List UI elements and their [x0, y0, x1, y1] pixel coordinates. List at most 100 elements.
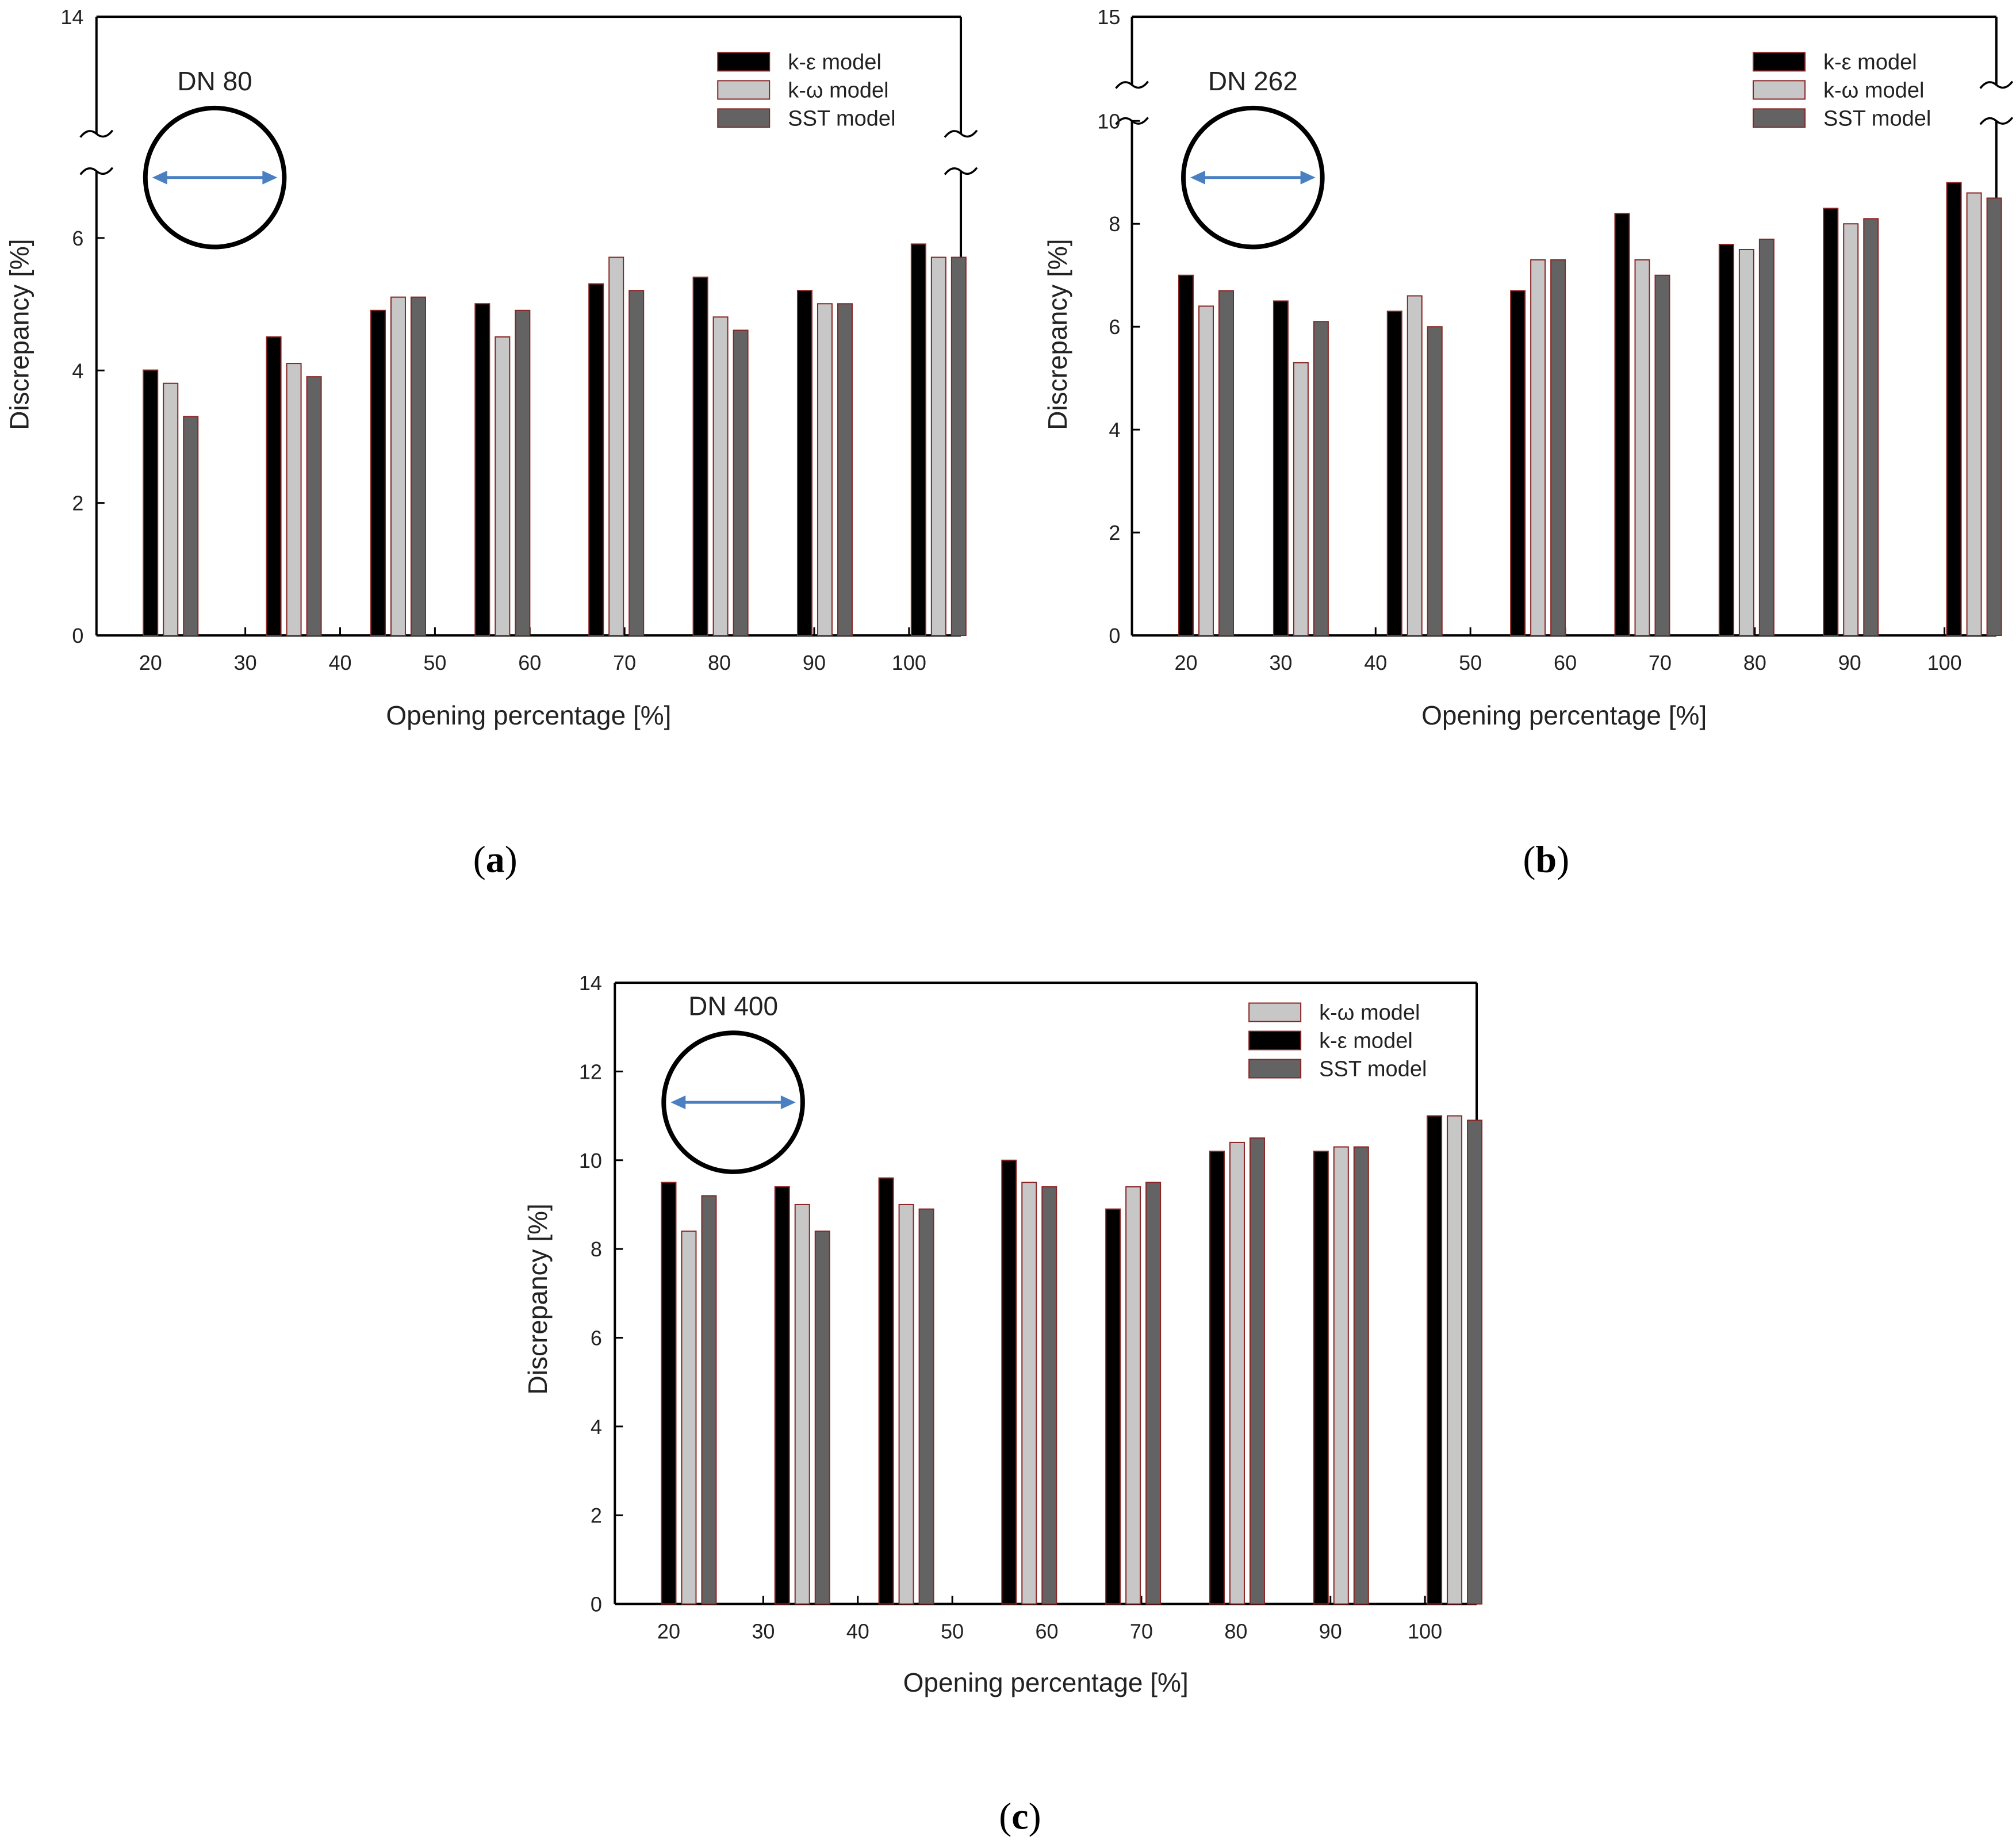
bar-sst-model: [628, 290, 645, 637]
bar-k-omega-model: [1634, 259, 1650, 637]
legend-swatch: [1753, 52, 1806, 72]
legend-label: k-ω model: [788, 78, 888, 102]
legend-swatch: [717, 80, 771, 100]
x-tick-label: 60: [1554, 651, 1577, 674]
y-tick-label: 0: [1109, 624, 1120, 647]
axis-break-mark: [1115, 80, 1149, 89]
y-axis-title: Discrepancy [%]: [523, 1203, 553, 1394]
legend-label: k-ε model: [788, 50, 881, 74]
bar-k-omega-model: [286, 363, 302, 637]
y-tick-label: 4: [591, 1415, 602, 1439]
legend-label: SST model: [1823, 106, 1931, 131]
panel-label-open: (: [999, 1796, 1011, 1838]
axis-break-mark: [1979, 117, 2014, 125]
bar-k-epsilon-model: [1209, 1151, 1225, 1605]
y-tick-label: 6: [591, 1326, 602, 1350]
arrow-head-left: [670, 1095, 686, 1110]
pipe-circle: [143, 105, 287, 250]
bar-sst-model: [701, 1195, 717, 1605]
legend-swatch: [1248, 1030, 1302, 1051]
legend-swatch: [1248, 1059, 1302, 1079]
x-tick-label: 20: [1174, 651, 1197, 674]
bar-sst-model: [950, 256, 967, 637]
y-tick-label: 2: [591, 1504, 602, 1527]
bar-k-epsilon-model: [1614, 213, 1630, 637]
bar-k-omega-model: [1333, 1146, 1349, 1605]
bar-k-epsilon-model: [1386, 310, 1402, 637]
panel-label-open: (: [1523, 838, 1536, 880]
y-tick-label: 8: [591, 1237, 602, 1261]
bar-k-omega-model: [1530, 259, 1546, 637]
arrow-head-left: [152, 170, 167, 185]
panel-label-letter: b: [1536, 838, 1557, 880]
bar-sst-model: [1218, 290, 1235, 637]
y-tick-label-top: 14: [60, 5, 83, 29]
bar-k-epsilon-model: [1001, 1159, 1017, 1605]
bar-sst-model: [1353, 1146, 1369, 1605]
pipe-cross-section: [661, 1030, 805, 1174]
dn-label: DN 400: [688, 991, 778, 1021]
panel-label-close: ): [505, 838, 518, 880]
x-tick-label: 50: [423, 651, 446, 674]
y-tick-label: 2: [1109, 521, 1120, 545]
bar-k-epsilon-model: [370, 309, 386, 637]
bar-sst-model: [1550, 259, 1566, 637]
axis-break-mark: [79, 167, 114, 175]
x-tick-label: 80: [1743, 651, 1766, 674]
y-tick-label: 4: [1109, 418, 1120, 442]
bar-sst-model: [1041, 1186, 1057, 1605]
legend-label: SST model: [1319, 1057, 1427, 1082]
axis-break-mark: [944, 129, 978, 138]
pipe-circle: [661, 1030, 805, 1174]
x-tick-label: 50: [1459, 651, 1482, 674]
x-tick-label: 90: [1319, 1620, 1342, 1643]
bar-sst-model: [837, 303, 853, 637]
bar-k-epsilon-model: [878, 1177, 894, 1605]
y-tick-label: 10: [579, 1149, 602, 1172]
chart-panel-a: 0 2 4 6 14 20 30 40 50 60 70 80 90 100 Opening percent…: [5, 5, 978, 880]
bar-k-epsilon-model: [1946, 182, 1962, 637]
arrow-head-right: [1300, 170, 1316, 185]
bar-k-epsilon-model: [588, 283, 604, 637]
bar-k-omega-model: [390, 296, 406, 637]
bar-sst-model: [183, 416, 199, 637]
bar-k-epsilon-model: [796, 290, 812, 637]
bar-k-omega-model: [1293, 362, 1309, 637]
bar-k-omega-model: [1966, 192, 1982, 637]
bar-sst-model: [1758, 239, 1774, 637]
arrow-head-left: [1190, 170, 1206, 185]
x-tick-label: 80: [1224, 1620, 1247, 1643]
x-tick-label: 80: [708, 651, 731, 674]
bar-k-omega-model: [163, 382, 179, 637]
y-tick-label: 6: [72, 227, 83, 250]
pipe-cross-section: [143, 105, 287, 250]
x-tick-label: 40: [846, 1620, 869, 1643]
bar-k-epsilon-model: [661, 1182, 677, 1605]
bar-k-omega-model: [930, 256, 946, 637]
legend-label: SST model: [788, 106, 895, 131]
panel-label: (b): [1523, 838, 1570, 880]
bar-k-omega-model: [1843, 223, 1859, 637]
chart-panel-c: 0 2 4 6 8 10 12 14 20 30 40 50 60 70 80 90 100 Opening pe…: [523, 971, 1483, 1838]
bar-k-omega-model: [1021, 1182, 1037, 1605]
legend-label: k-ε model: [1319, 1029, 1413, 1053]
bar-k-omega-model: [1229, 1141, 1245, 1605]
panel-label-close: ): [1557, 838, 1569, 880]
bar-k-epsilon-model: [266, 336, 282, 637]
panel-label-close: ): [1029, 1796, 1041, 1838]
bar-k-omega-model: [898, 1203, 914, 1605]
x-tick-label: 60: [518, 651, 541, 674]
bar-sst-model: [1313, 321, 1329, 637]
bar-k-epsilon-model: [1273, 300, 1289, 637]
legend-swatch: [1248, 1002, 1302, 1022]
panel-label: (c): [999, 1796, 1041, 1838]
bar-k-omega-model: [712, 316, 729, 637]
bar-k-epsilon-model: [910, 243, 926, 637]
bar-k-omega-model: [495, 336, 511, 637]
bar-k-epsilon-model: [692, 277, 708, 637]
x-axis-title: Opening percentage [%]: [1421, 700, 1707, 730]
bar-k-epsilon-model: [143, 369, 159, 637]
bar-k-omega-model: [1406, 295, 1423, 637]
x-tick-label: 50: [941, 1620, 964, 1643]
axis-break-mark: [944, 167, 978, 175]
